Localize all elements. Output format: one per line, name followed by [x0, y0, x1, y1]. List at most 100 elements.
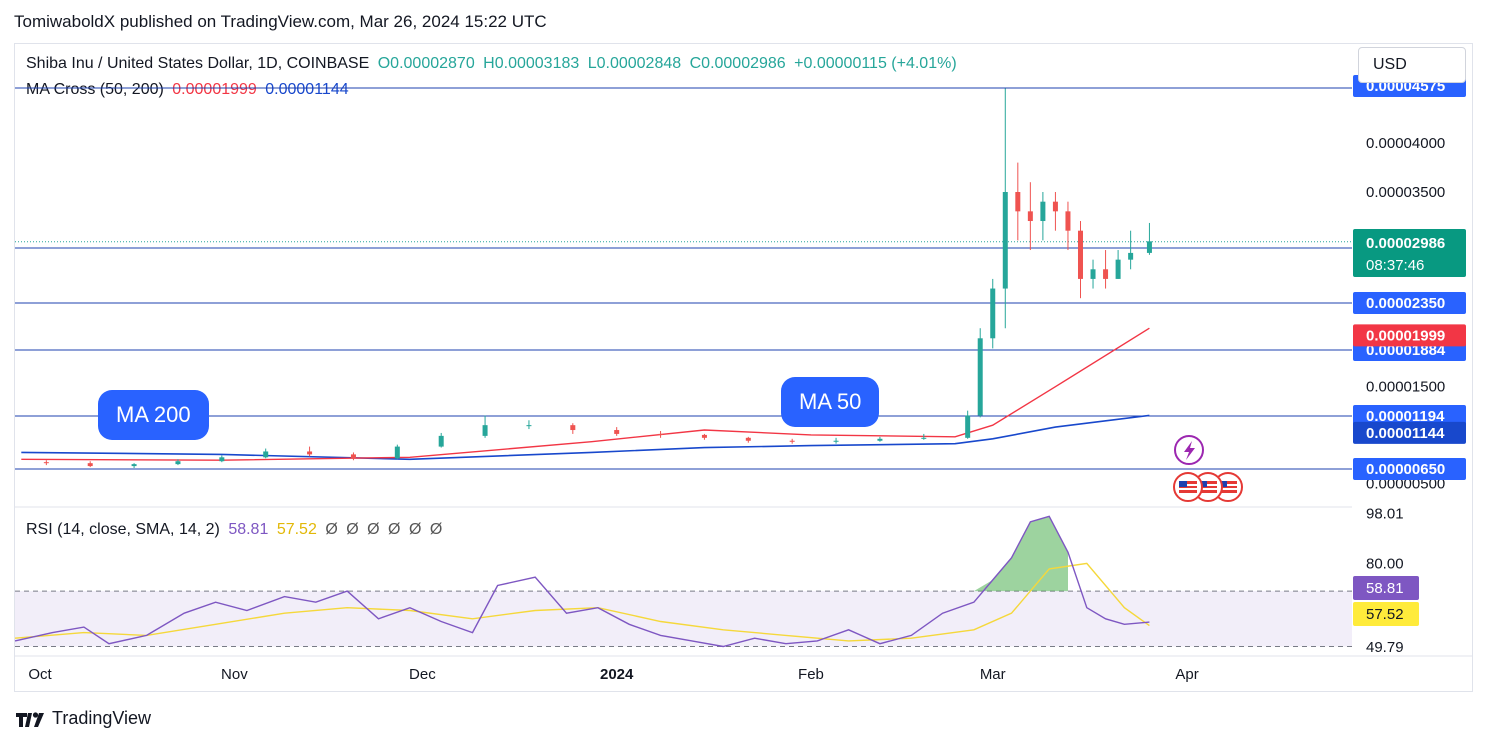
rsi-sma-line — [14, 562, 1150, 642]
price-label-2: 0.00002350 — [1366, 295, 1445, 312]
symbol-name[interactable]: Shiba Inu / United States Dollar, 1D, CO… — [26, 55, 370, 72]
rsi-overbought-fill — [973, 516, 1068, 592]
candle-body-31 — [1090, 269, 1096, 279]
x-tick-dec: Dec — [409, 666, 436, 683]
rsi-tick-2: 49.79 — [1366, 639, 1404, 656]
x-tick-mar: Mar — [980, 666, 1006, 683]
ma-label[interactable]: MA Cross (50, 200) — [26, 81, 164, 98]
price-label-5: 0.00000650 — [1366, 461, 1445, 478]
currency-button[interactable]: USD — [1358, 47, 1466, 83]
candle-body-4 — [219, 457, 225, 462]
ma200-legend-value: 0.00001144 — [265, 81, 349, 98]
ma200-price-label-bg — [1353, 421, 1466, 444]
candle-body-24 — [1002, 192, 1008, 289]
rsi-empty-1: Ø — [325, 521, 338, 538]
candle-body-22 — [977, 338, 983, 416]
countdown-label: 08:37:46 — [1366, 257, 1424, 274]
us-flag-white-a-1 — [1199, 484, 1217, 486]
candle-body-18 — [833, 440, 839, 442]
low-value: L0.00002848 — [587, 55, 682, 72]
ma50-price-label: 0.00001999 — [1366, 327, 1445, 344]
candle-body-2 — [131, 464, 137, 467]
rsi-sma-label: 57.52 — [1366, 606, 1404, 623]
candle-body-32 — [1103, 269, 1109, 279]
open-value: O0.00002870 — [377, 55, 475, 72]
us-flag-canton-0 — [1219, 481, 1227, 487]
candle-body-11 — [526, 425, 532, 427]
us-flag-white-b-0 — [1219, 488, 1237, 490]
candle-body-33 — [1115, 259, 1121, 279]
rsi-label[interactable]: RSI (14, close, SMA, 14, 2) — [26, 521, 220, 538]
x-tick-2024: 2024 — [600, 666, 634, 683]
candle-body-6 — [307, 451, 313, 455]
rsi-empty-4: Ø — [388, 521, 401, 538]
footer: TradingView — [16, 708, 151, 729]
tradingview-logo-icon — [16, 711, 44, 727]
price-label-2-bg — [1353, 292, 1466, 314]
price-label-5-bg — [1353, 458, 1466, 480]
us-flag-white-b-2 — [1179, 488, 1197, 490]
ma50-line — [21, 327, 1150, 461]
change-value: +0.00000115 (+4.01%) — [794, 55, 957, 72]
publisher-line: TomiwaboldX published on TradingView.com… — [14, 12, 547, 31]
current-price-label: 0.00002986 — [1366, 235, 1445, 252]
candle-body-14 — [658, 433, 664, 435]
rsi-sma-label-bg — [1353, 602, 1419, 626]
chart-frame — [14, 43, 1473, 692]
candle-body-13 — [614, 430, 620, 434]
candle-body-7 — [350, 454, 356, 459]
ma50-price-label-bg — [1353, 324, 1466, 347]
us-flag-white-a-0 — [1219, 484, 1237, 486]
candle-body-9 — [438, 435, 444, 447]
rsi-empty-5: Ø — [408, 521, 422, 538]
rsi-value-label-bg — [1353, 576, 1419, 600]
candle-body-29 — [1065, 211, 1071, 231]
candle-body-16 — [745, 437, 751, 441]
y-tick-2: 0.00001500 — [1366, 379, 1445, 396]
tradingview-brand[interactable]: TradingView — [52, 708, 152, 728]
rsi-tick-0: 98.01 — [1366, 506, 1404, 523]
candle-body-20 — [921, 437, 927, 439]
candle-body-5 — [263, 451, 269, 458]
x-tick-nov: Nov — [221, 666, 248, 683]
candle-body-17 — [789, 440, 795, 442]
candle-body-34 — [1128, 252, 1134, 260]
candle-body-8 — [394, 446, 400, 459]
ma200-annotation: MA 200 — [98, 390, 209, 440]
ma50-annotation: MA 50 — [781, 377, 880, 427]
us-flag-canton-2 — [1179, 481, 1187, 487]
x-tick-oct: Oct — [28, 666, 52, 683]
us-flag-white-a-2 — [1179, 484, 1197, 486]
candle-body-21 — [965, 415, 971, 438]
rsi-legend: RSI (14, close, SMA, 14, 2) 58.81 57.52 … — [26, 521, 446, 539]
rsi-tick-1: 80.00 — [1366, 555, 1404, 572]
candle-body-19 — [877, 438, 883, 441]
candle-body-15 — [701, 434, 707, 438]
rsi-band — [15, 591, 1352, 647]
candle-body-12 — [570, 425, 576, 431]
ma200-price-label: 0.00001144 — [1366, 425, 1445, 442]
y-tick-0: 0.00004000 — [1366, 135, 1445, 152]
candle-body-1 — [87, 463, 93, 467]
candle-body-26 — [1027, 211, 1033, 222]
x-tick-apr: Apr — [1175, 666, 1198, 683]
x-tick-feb: Feb — [798, 666, 824, 683]
y-tick-1: 0.00003500 — [1366, 184, 1445, 201]
candle-body-27 — [1040, 201, 1046, 222]
candle-body-28 — [1052, 201, 1058, 212]
candle-body-25 — [1015, 192, 1021, 212]
candle-body-35 — [1146, 241, 1152, 253]
close-value: C0.00002986 — [689, 55, 786, 72]
us-flag-white-b-1 — [1199, 488, 1217, 490]
candle-body-30 — [1077, 230, 1083, 279]
us-flag-canton-1 — [1199, 481, 1207, 487]
ma200-line — [21, 414, 1150, 461]
lightning-glyph — [1184, 441, 1195, 460]
ma-legend: MA Cross (50, 200) 0.00001999 0.00001144 — [26, 81, 353, 99]
rsi-line — [14, 515, 1150, 648]
candle-body-23 — [990, 288, 996, 339]
rsi-value-label: 58.81 — [1366, 580, 1404, 597]
high-value: H0.00003183 — [483, 55, 580, 72]
rsi-empty-6: Ø — [429, 521, 443, 538]
